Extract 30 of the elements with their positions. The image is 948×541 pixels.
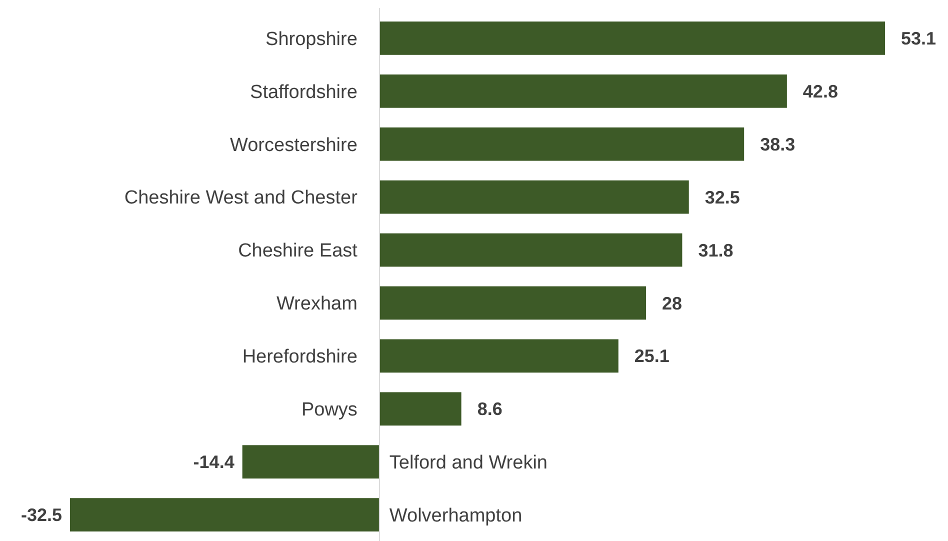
y-tick-label: Powys [301,400,358,421]
data-label: 38.3 [760,134,796,154]
y-tick-label: Staffordshire [250,82,358,103]
data-label: -14.4 [193,452,234,472]
y-tick-label: Herefordshire [242,346,358,368]
y-tick-label: Wrexham [276,294,358,315]
data-label: 32.5 [704,187,740,208]
bar [70,498,380,532]
bar [379,392,462,426]
bar [379,339,618,373]
data-label: 53.1 [901,28,936,49]
y-tick-label: Shropshire [266,28,358,50]
bar [379,233,682,267]
y-tick-label: Cheshire West and Chester [124,188,358,209]
bar [379,180,689,214]
data-label: -32.5 [20,505,62,526]
bar [379,74,787,108]
data-label: 28 [662,293,682,314]
data-label: 25.1 [634,346,670,366]
bar [379,22,885,55]
y-tick-label: Worcestershire [230,134,358,156]
bar [379,127,744,161]
y-tick-label: Cheshire East [238,240,358,262]
data-label: 31.8 [698,240,734,260]
bar [379,286,646,320]
bar [242,445,380,479]
data-label: 8.6 [477,399,502,420]
y-tick-label: Telford and Wrekin [389,452,548,474]
data-label: 42.8 [802,81,838,102]
y-tick-label: Wolverhampton [389,505,522,526]
